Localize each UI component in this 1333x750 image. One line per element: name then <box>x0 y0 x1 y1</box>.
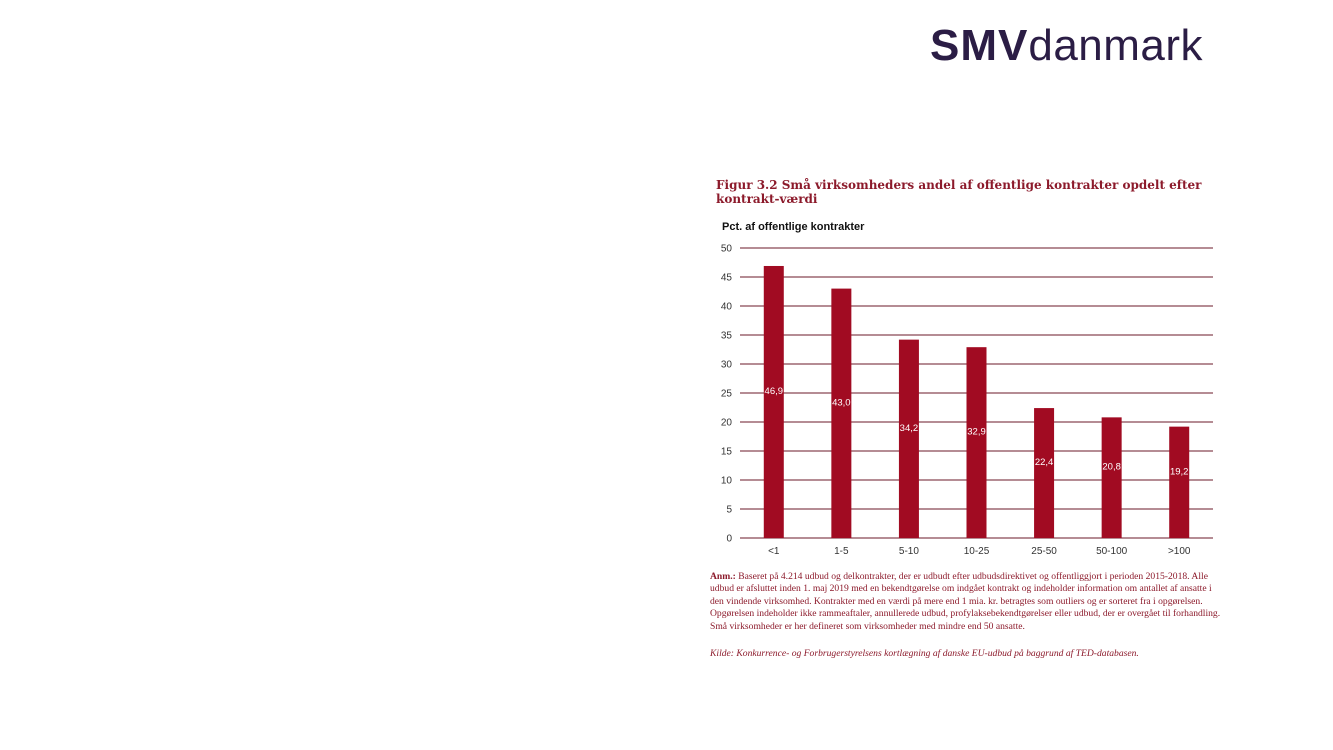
y-tick-label: 30 <box>721 360 733 371</box>
x-tick-label: 50-100 <box>1096 546 1128 557</box>
x-tick-label: <1 <box>768 546 780 557</box>
y-axis-label: Pct. af offentlige kontrakter <box>722 221 865 233</box>
data-label: 22,4 <box>1035 457 1054 468</box>
y-tick-label: 0 <box>726 534 732 545</box>
x-tick-label: 5-10 <box>899 546 919 557</box>
bar <box>1101 417 1122 538</box>
bar <box>966 347 987 538</box>
data-label: 19,2 <box>1170 466 1189 477</box>
x-tick-label: 25-50 <box>1031 546 1057 557</box>
y-tick-label: 35 <box>721 331 733 342</box>
data-label: 32,9 <box>967 427 986 438</box>
note-label: Anm.: <box>710 571 736 582</box>
logo-part-smv: SMV <box>930 21 1029 70</box>
y-tick-label: 10 <box>721 476 733 487</box>
y-tick-label: 50 <box>721 244 733 255</box>
figure-title: Figur 3.2 Små virksomheders andel af off… <box>716 178 1202 206</box>
bar <box>898 339 919 538</box>
bar-chart: 0 5 10 15 20 25 30 35 40 45 50 46,9 <1 43,0 1-5 34,2 5-1… <box>721 244 1213 557</box>
data-label: 46,9 <box>765 386 784 397</box>
x-tick-label: 10-25 <box>964 546 990 557</box>
data-label: 43,0 <box>832 397 851 408</box>
note-text: Baseret på 4.214 udbud og delkontrakter,… <box>710 571 1221 632</box>
data-label: 20,8 <box>1102 462 1121 473</box>
bar <box>1034 408 1055 538</box>
bar <box>1169 426 1190 538</box>
figure-note: Anm.: Baseret på 4.214 udbud og delkontr… <box>710 571 1222 633</box>
y-tick-label: 20 <box>721 418 733 429</box>
y-tick-label: 40 <box>721 302 733 313</box>
bar <box>831 288 852 538</box>
y-tick-label: 15 <box>721 447 733 458</box>
x-tick-label: 1-5 <box>834 546 849 557</box>
y-tick-label: 25 <box>721 389 733 400</box>
data-label: 34,2 <box>900 423 919 434</box>
x-tick-label: >100 <box>1168 546 1191 557</box>
bar <box>763 265 784 538</box>
smvdanmark-logo: SMVdanmark <box>930 22 1203 70</box>
y-tick-label: 45 <box>721 273 733 284</box>
logo-part-danmark: danmark <box>1028 21 1204 70</box>
figure-source: Kilde: Konkurrence- og Forbrugerstyrelse… <box>710 648 1139 659</box>
y-tick-label: 5 <box>726 505 732 516</box>
